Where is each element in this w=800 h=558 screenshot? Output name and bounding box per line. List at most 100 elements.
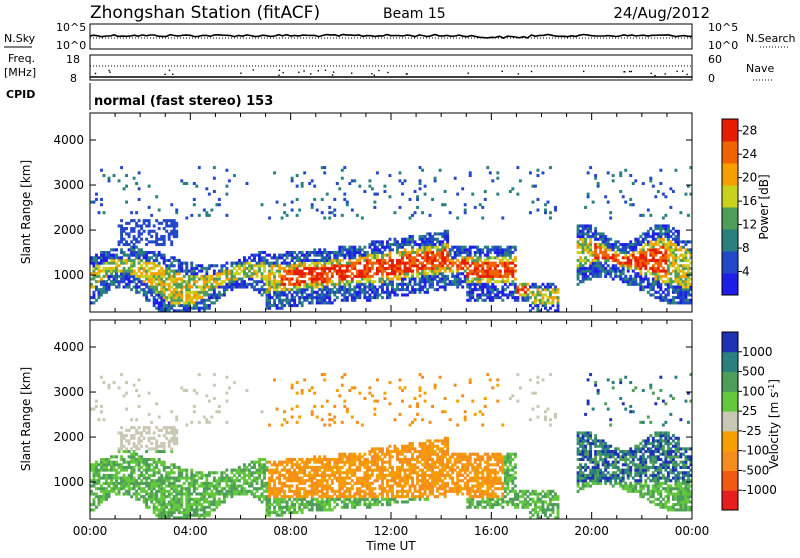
power-cell [499, 248, 502, 251]
power-cell [163, 285, 166, 288]
power-colorbar-segment [722, 185, 738, 208]
velocity-cell [218, 503, 221, 506]
power-cell [241, 283, 244, 286]
velocity-cell [133, 487, 136, 490]
power-cell [193, 301, 196, 304]
power-cell [486, 246, 489, 249]
power-cell [667, 288, 670, 291]
power-cell [677, 238, 680, 241]
power-cell [667, 254, 670, 257]
power-cell [589, 272, 592, 275]
power-cell [466, 254, 469, 257]
power-cell [246, 267, 249, 270]
velocity-cell [296, 421, 299, 424]
power-cell [597, 264, 600, 267]
power-cell [667, 267, 670, 270]
power-cell [175, 211, 178, 214]
power-cell [311, 293, 314, 296]
power-cell [536, 198, 539, 201]
velocity-cell [110, 477, 113, 480]
power-colorbar-segment [722, 251, 738, 274]
velocity-cell [163, 482, 166, 485]
power-cell [215, 203, 218, 206]
velocity-cell [303, 479, 306, 482]
power-cell [619, 248, 622, 251]
power-cell [273, 278, 276, 281]
power-cell [200, 299, 203, 302]
power-cell [338, 280, 341, 283]
power-cell [416, 272, 419, 275]
power-cell [241, 262, 244, 265]
power-cell [120, 272, 123, 275]
power-cell [228, 283, 231, 286]
velocity-cell [261, 487, 264, 490]
velocity-cell [175, 495, 178, 498]
power-cell [514, 270, 517, 273]
velocity-cell [251, 490, 254, 493]
power-cell [386, 275, 389, 278]
power-cell [278, 275, 281, 278]
velocity-cell [215, 500, 218, 503]
power-cell [396, 262, 399, 265]
power-cell [411, 246, 414, 249]
power-cell [499, 291, 502, 294]
power-cell [426, 246, 429, 249]
power-cell [225, 193, 228, 196]
power-cell [657, 264, 660, 267]
power-cell [323, 264, 326, 267]
power-cell [100, 259, 103, 262]
power-cell [306, 254, 309, 257]
velocity-cell [118, 487, 121, 490]
velocity-cell [130, 453, 133, 456]
power-cell [173, 264, 176, 267]
velocity-cell [160, 474, 163, 477]
power-cell [361, 291, 364, 294]
power-cell [627, 270, 630, 273]
power-cell [333, 291, 336, 294]
velocity-cell [168, 442, 171, 445]
power-cell [434, 254, 437, 257]
power-cell [160, 283, 163, 286]
power-cell [411, 278, 414, 281]
velocity-cell [190, 492, 193, 495]
velocity-cell [283, 418, 286, 421]
velocity-cell [170, 477, 173, 480]
velocity-cell [223, 492, 226, 495]
power-cell [138, 280, 141, 283]
power-cell [120, 166, 123, 169]
velocity-cell [130, 471, 133, 474]
power-cell [652, 251, 655, 254]
power-cell [444, 190, 447, 193]
power-cell [328, 267, 331, 270]
velocity-cell [160, 511, 163, 514]
power-cell [529, 211, 532, 214]
power-cell [499, 246, 502, 249]
power-cell [544, 203, 547, 206]
velocity-cell [278, 479, 281, 482]
power-cell [634, 248, 637, 251]
power-cell [163, 301, 166, 304]
power-cell [494, 272, 497, 275]
velocity-cell [148, 469, 151, 472]
power-cell [682, 283, 685, 286]
power-cell [416, 248, 419, 251]
power-cell [604, 238, 607, 241]
power-cell [383, 267, 386, 270]
power-cell [682, 288, 685, 291]
power-cell [371, 240, 374, 243]
velocity-cell [200, 495, 203, 498]
power-cell [684, 264, 687, 267]
power-cell [371, 288, 374, 291]
power-cell [160, 296, 163, 299]
power-cell [288, 264, 291, 267]
power-cell [308, 259, 311, 262]
power-cell [130, 288, 133, 291]
power-cell [351, 293, 354, 296]
power-cell [449, 211, 452, 214]
nsearch-label: N.Search [746, 32, 796, 45]
velocity-cell [178, 477, 181, 480]
power-cell [93, 293, 96, 296]
power-cell [338, 187, 341, 190]
power-cell [306, 283, 309, 286]
velocity-cell [298, 458, 301, 461]
